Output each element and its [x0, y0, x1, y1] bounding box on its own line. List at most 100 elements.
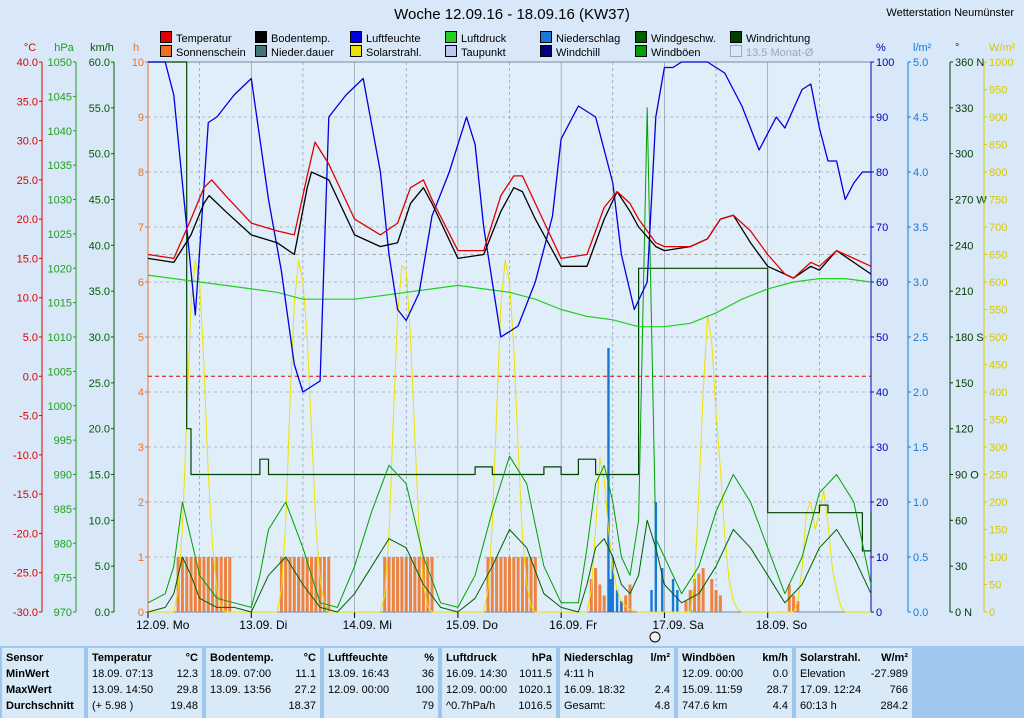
stats-row: Windböen km/h — [682, 651, 788, 666]
legend-label: Luftfeuchte — [366, 33, 421, 45]
stats-row: (+ 5.98 ) 19.48 — [92, 699, 198, 714]
kmh-axis-tick-label: 10.0 — [89, 515, 110, 527]
lm2-axis-tick-label: 0.5 — [913, 552, 928, 564]
stats-panel-boden: Bodentemp. °C 18.09. 07:00 11.1 13.09. 13:56… — [206, 648, 320, 718]
hpa-axis-tick-label: 990 — [54, 470, 72, 482]
h-axis-tick-label: 9 — [138, 112, 144, 124]
stats-cell-label: MaxWert — [6, 684, 52, 696]
temp-axis-tick-label: 35.0 — [17, 96, 38, 108]
sunshine-bar — [628, 584, 632, 612]
legend-item-windboeen[interactable]: Windböen — [635, 45, 701, 60]
stats-cell-label: 747.6 km — [682, 700, 728, 712]
wm2-axis-tick-label: 850 — [989, 140, 1007, 152]
legend-item-luftfeuchte[interactable]: Luftfeuchte — [350, 31, 420, 46]
time-cursor-handle — [649, 631, 661, 643]
legend-item-taupunkt[interactable]: Taupunkt — [445, 45, 506, 60]
stats-row: 12.09. 00:00 1020.1 — [446, 683, 552, 698]
day-label: 18.09. So — [756, 618, 808, 632]
sunshine-bar — [391, 557, 395, 612]
stats-row: 18.09. 07:13 12.3 — [92, 667, 198, 682]
sunshine-bar — [292, 557, 296, 612]
legend-item-temperatur[interactable]: Temperatur — [160, 31, 232, 46]
sunshine-bar — [796, 601, 800, 612]
rain-bar — [615, 590, 619, 612]
stats-cell-value: 766 — [889, 684, 908, 696]
sunshine-bar — [202, 557, 206, 612]
stats-cell-label: 12.09. 00:00 — [328, 684, 390, 696]
kmh-axis-tick-label: 35.0 — [89, 286, 110, 298]
stats-cell-label: 4:11 h — [564, 668, 594, 680]
stats-panel-feuchte: Luftfeuchte% 13.09. 16:43 36 12.09. 00:00 10… — [324, 648, 438, 718]
stats-panel-boeen: Windböen km/h 12.09. 00:00 0.0 15.09. 11:59 2… — [678, 648, 792, 718]
legend-item-windchill[interactable]: Windchill — [540, 45, 600, 60]
sunshine-bar — [495, 557, 499, 612]
legend-item-niederdauer[interactable]: Nieder.dauer — [255, 45, 334, 60]
deg-axis-tick-label: 330 — [955, 103, 973, 115]
temp-axis-tick-label: -5.0 — [19, 411, 38, 423]
legend-item-bodentemp[interactable]: Bodentemp. — [255, 31, 330, 46]
kmh-axis-tick-label: 60.0 — [89, 57, 110, 69]
sunshine-bar — [499, 557, 503, 612]
sunshine-bar — [533, 557, 537, 612]
stats-row: Bodentemp. °C — [210, 651, 316, 666]
pct-axis-tick-label: 0 — [876, 607, 882, 619]
legend-item-luftdruck[interactable]: Luftdruck — [445, 31, 506, 46]
lm2-axis-tick-label: 2.5 — [913, 332, 928, 344]
sunshine-bar — [297, 557, 301, 612]
h-axis-tick-label: 2 — [138, 497, 144, 509]
sunshine-bar — [404, 557, 408, 612]
lm2-axis-tick-label: 3.5 — [913, 222, 928, 234]
hpa-axis-tick-label: 975 — [54, 573, 72, 585]
station-name: Wetterstation Neumünster — [886, 7, 1014, 19]
stats-cell-value: 36 — [421, 668, 434, 680]
sunshine-bar — [322, 557, 326, 612]
temp-axis-tick-label: 0.0 — [23, 371, 38, 383]
stats-cell-value: 12.3 — [176, 668, 198, 680]
legend-item-monat-avg[interactable]: 13.5 Monat-Ø — [730, 45, 813, 60]
stats-cell-label: 16.09. 14:30 — [446, 668, 508, 680]
stats-cell-label: Sensor — [6, 652, 44, 664]
pct-axis-tick-label: 20 — [876, 497, 888, 509]
sunshine-bar — [185, 557, 189, 612]
sunshine-bar — [589, 579, 593, 612]
stats-cell-label: ^0.7hPa/h — [446, 700, 496, 712]
stats-row: Elevation -27.989 — [800, 667, 908, 682]
legend-swatch — [445, 31, 457, 43]
rain-bar — [609, 579, 612, 612]
stats-panel-nieder: Niederschlag l/m² 4:11 h 16.09. 18:32 2.4 Ges… — [560, 648, 674, 718]
legend-item-windgeschw[interactable]: Windgeschw. — [635, 31, 716, 46]
legend-item-niederschlag[interactable]: Niederschlag — [540, 31, 620, 46]
stats-row: 16.09. 14:30 1011.5 — [446, 667, 552, 682]
wm2-axis-tick-label: 950 — [989, 85, 1007, 97]
sunshine-bar — [512, 557, 516, 612]
hpa-axis-tick-label: 1045 — [48, 91, 72, 103]
lm2-axis-tick-label: 1.0 — [913, 497, 928, 509]
sunshine-bar — [189, 557, 193, 612]
h-axis-tick-label: 6 — [138, 277, 144, 289]
temp-axis-tick-label: -20.0 — [13, 528, 38, 540]
wm2-axis-tick-label: 0 — [989, 607, 995, 619]
deg-axis-tick-label: 300 — [955, 149, 973, 161]
stats-cell-value: 29.8 — [176, 684, 198, 696]
legend-label: Nieder.dauer — [271, 47, 334, 59]
stats-row: MaxWert — [6, 683, 80, 698]
legend-swatch — [540, 31, 552, 43]
legend-item-sonnenschein[interactable]: Sonnenschein — [160, 45, 246, 60]
stats-cell-value: 28.7 — [766, 684, 788, 696]
stats-row: 18.37 — [210, 699, 316, 714]
sunshine-bar — [714, 590, 718, 612]
stats-cell-value: 79 — [421, 700, 434, 712]
day-label: 17.09. Sa — [652, 618, 704, 632]
stats-row: MinWert — [6, 667, 80, 682]
legend-item-windrichtung[interactable]: Windrichtung — [730, 31, 810, 46]
legend-item-solarstrahl[interactable]: Solarstrahl. — [350, 45, 422, 60]
hpa-axis-tick-label: 980 — [54, 538, 72, 550]
wm2-axis-tick-label: 300 — [989, 442, 1007, 454]
stats-cell-label: 16.09. 18:32 — [564, 684, 626, 696]
sunshine-bar — [219, 557, 223, 612]
stats-cell-value: -27.989 — [870, 668, 908, 680]
stats-row: Solarstrahl. W/m² — [800, 651, 908, 666]
kmh-axis-tick-label: 55.0 — [89, 103, 110, 115]
hpa-axis-unit: hPa — [54, 42, 74, 54]
rain-bar — [654, 502, 658, 612]
